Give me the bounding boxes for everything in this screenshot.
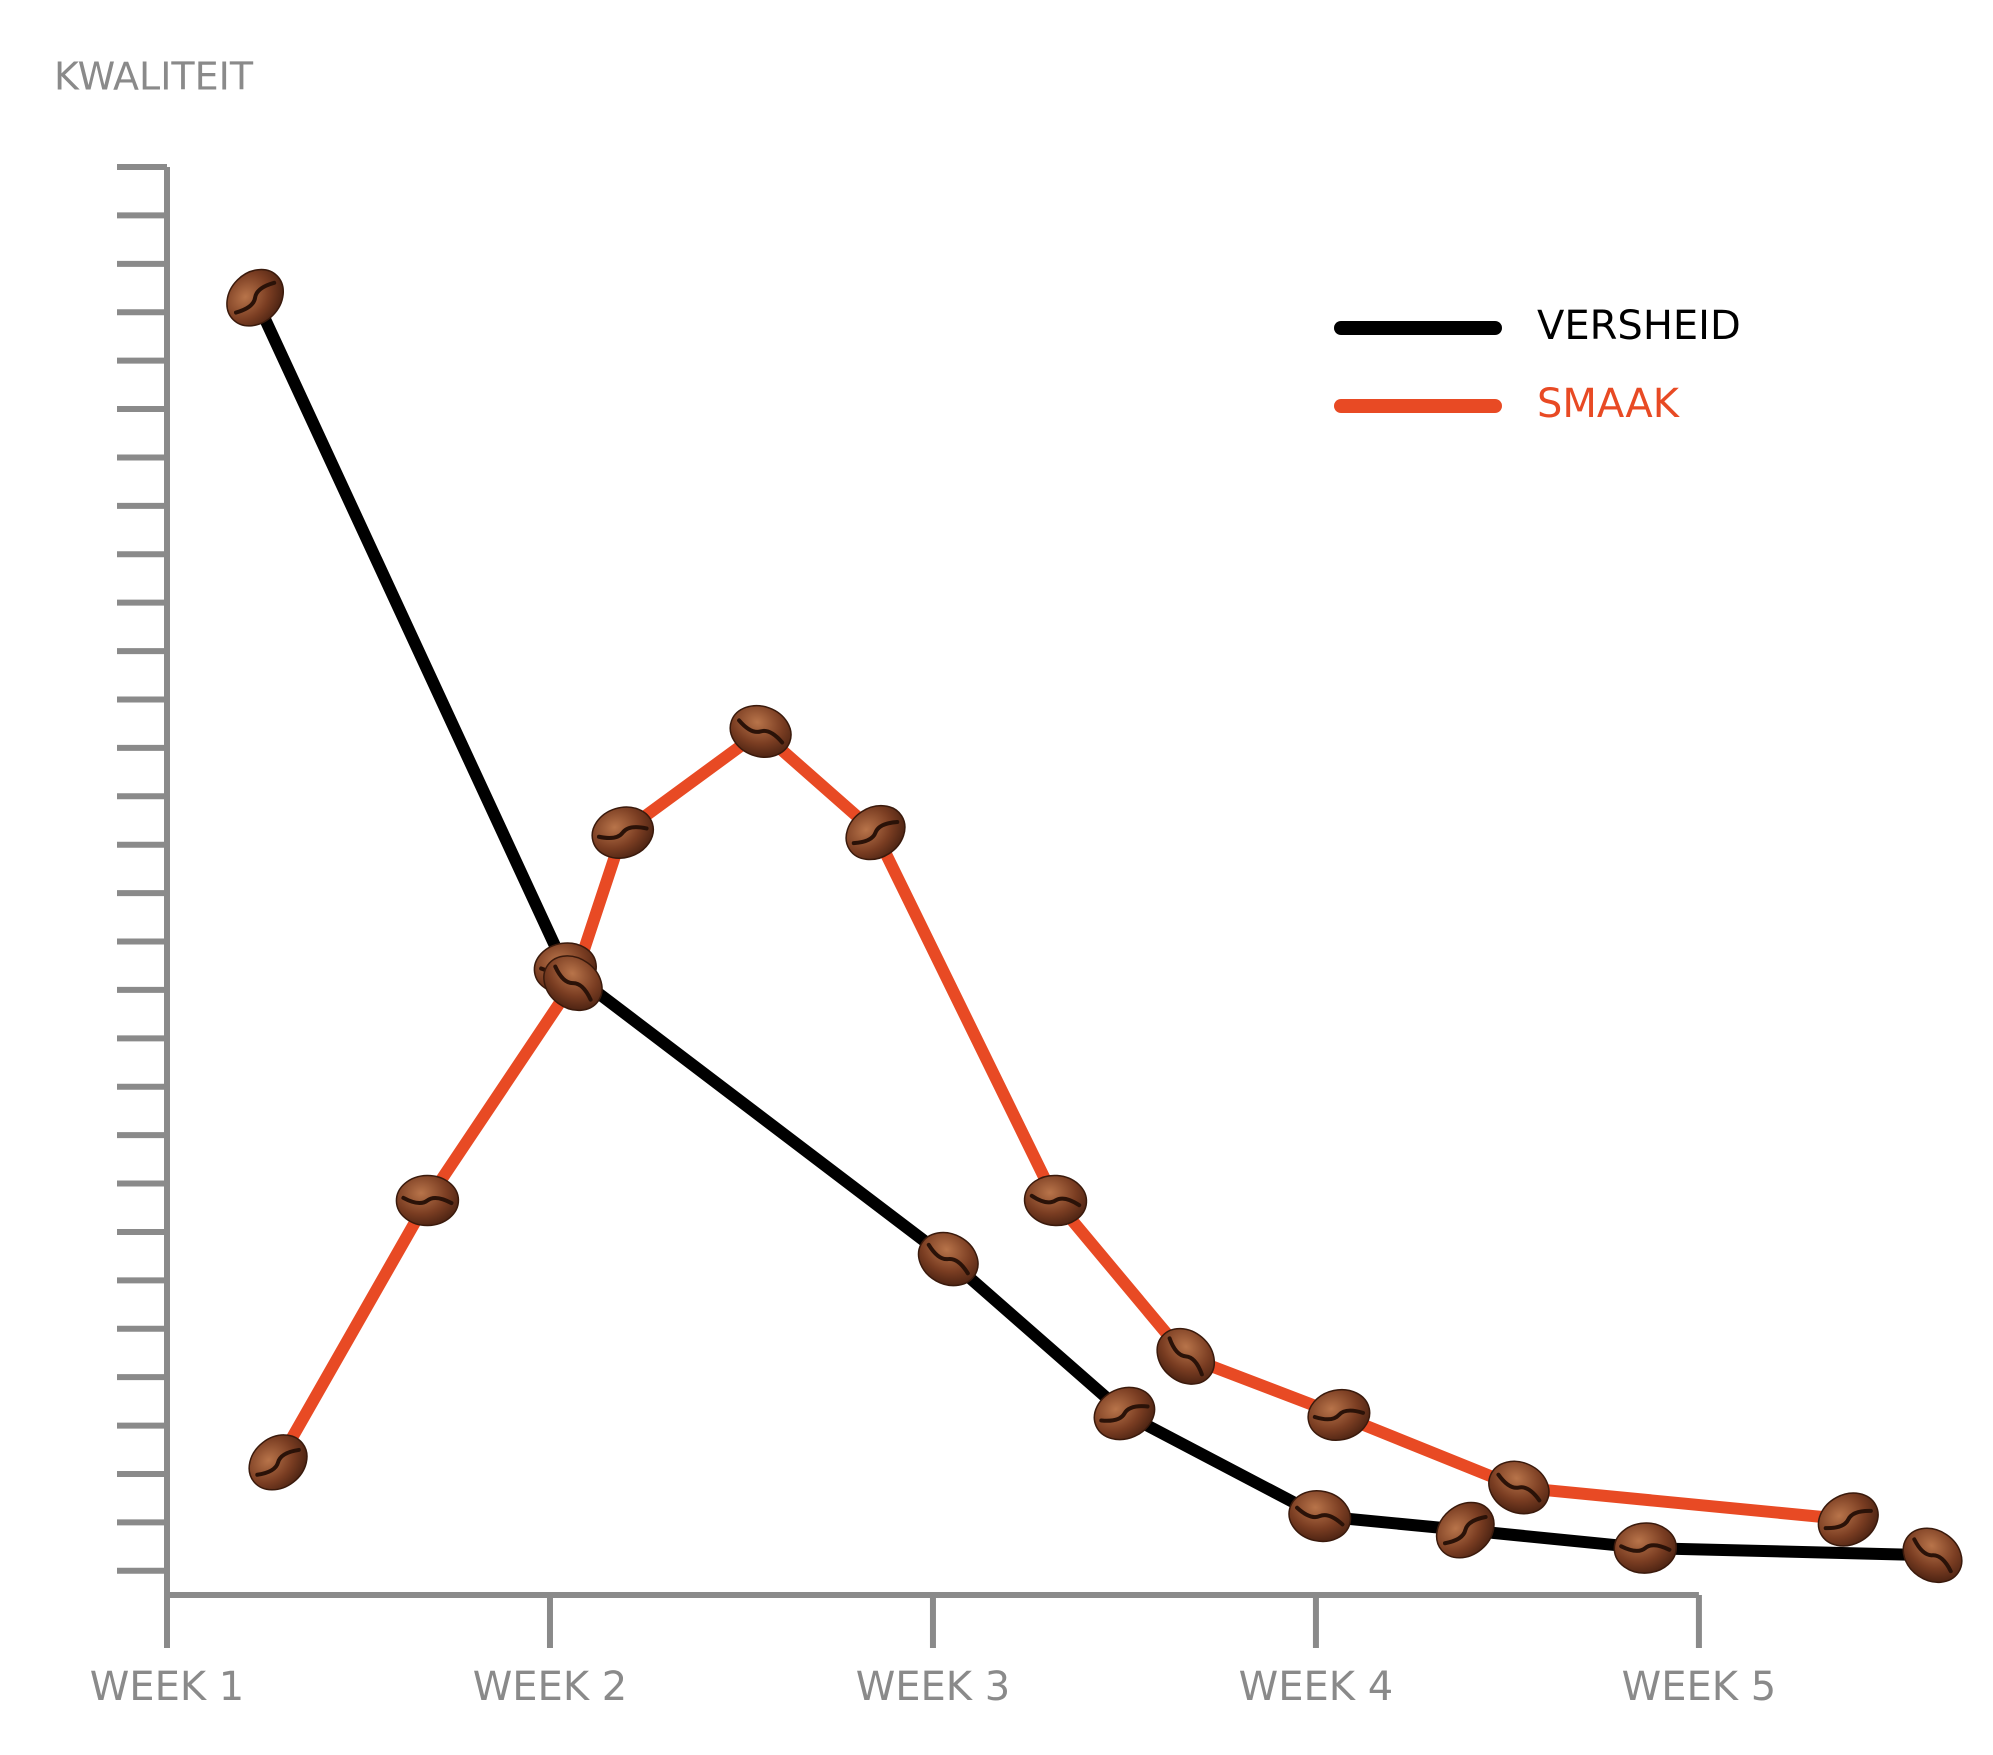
bean-crease — [1912, 1537, 1953, 1574]
bean-crease — [1295, 1505, 1345, 1527]
coffee-bean — [917, 1231, 979, 1287]
x-tick-label: WEEK 2 — [473, 1664, 628, 1710]
bean-crease — [1619, 1543, 1672, 1553]
coffee-bean — [1817, 1492, 1879, 1547]
coffee-bean — [1307, 1388, 1371, 1441]
coffee-bean — [591, 806, 655, 859]
bean-crease — [233, 280, 277, 315]
bean-crease — [1312, 1408, 1366, 1422]
bean-crease — [737, 718, 785, 745]
x-tick-label: WEEK 1 — [90, 1664, 245, 1710]
axis-title: KWALITEIT — [54, 55, 254, 99]
bean-crease — [1442, 1515, 1488, 1546]
coffee-bean — [395, 1174, 460, 1227]
coffee-bean — [543, 955, 603, 1012]
bean-crease — [1029, 1193, 1082, 1208]
coffee-bean — [1902, 1527, 1963, 1584]
legend-label: VERSHEID — [1537, 303, 1741, 349]
legend-label: SMAAK — [1537, 381, 1681, 427]
bean-crease — [1167, 1336, 1204, 1377]
coffee-bean — [845, 804, 906, 861]
x-tick-label: WEEK 4 — [1239, 1664, 1394, 1710]
coffee-bean — [1435, 1501, 1495, 1559]
bean-crease — [401, 1195, 454, 1206]
series-line — [249, 295, 1933, 1562]
bean-crease — [1496, 1472, 1542, 1503]
coffee-bean — [1156, 1327, 1216, 1385]
coffee-bean — [226, 268, 284, 327]
bean-crease — [926, 1242, 970, 1276]
bean-crease — [553, 964, 593, 1002]
x-tick-label: WEEK 3 — [856, 1664, 1011, 1710]
coffee-bean — [248, 1434, 308, 1491]
coffee-bean — [729, 704, 792, 758]
coffee-bean — [1488, 1460, 1550, 1515]
bean-crease — [255, 1447, 301, 1477]
coffee-bean — [1093, 1386, 1156, 1441]
x-tick-label: WEEK 5 — [1622, 1664, 1777, 1710]
bean-crease — [1099, 1404, 1150, 1423]
coffee-bean — [1023, 1174, 1088, 1227]
bean-crease — [851, 820, 900, 846]
bean-crease — [596, 825, 649, 840]
bean-crease — [1823, 1508, 1873, 1531]
coffee-bean — [1288, 1490, 1352, 1543]
coffee-bean — [1613, 1522, 1678, 1574]
